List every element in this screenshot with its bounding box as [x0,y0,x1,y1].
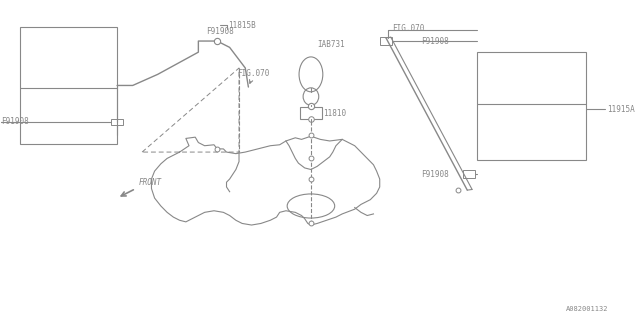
Text: FIG.070: FIG.070 [237,69,269,78]
Text: 11815B: 11815B [228,21,255,30]
Text: A082001132: A082001132 [566,306,608,312]
Text: IAB731: IAB731 [317,40,345,49]
Text: FIG.070: FIG.070 [392,24,424,33]
Text: F91908: F91908 [1,117,29,126]
Bar [111,118,123,125]
Text: F91908: F91908 [422,36,449,45]
Bar [300,107,322,119]
Text: 11915A: 11915A [607,105,634,114]
Text: FRONT: FRONT [139,178,162,187]
Text: F91908: F91908 [422,170,449,179]
Text: 11810: 11810 [323,108,347,117]
Text: F91908: F91908 [207,27,234,36]
Bar [20,27,117,144]
Bar [380,37,392,45]
Bar [463,171,476,178]
Bar [477,52,586,160]
